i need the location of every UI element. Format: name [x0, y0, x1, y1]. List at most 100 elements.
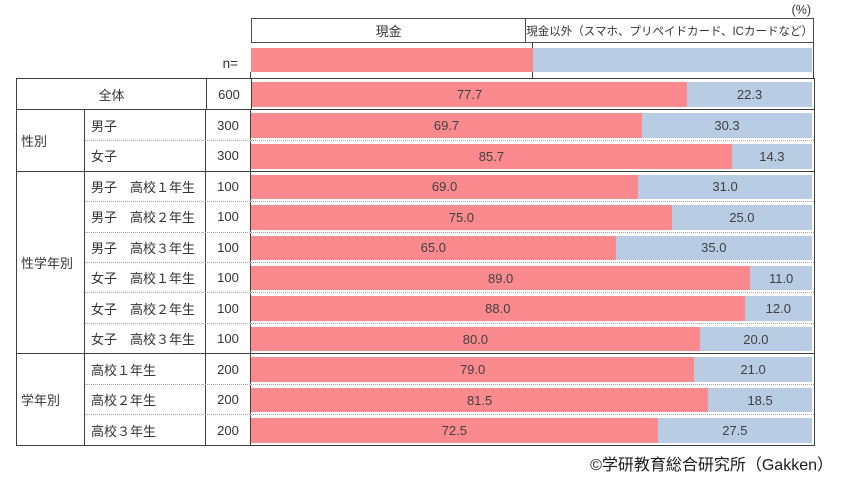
group-rows: 全体 600 77.7 22.3 [17, 79, 814, 110]
bar-segment-cash: 80.0 [251, 326, 700, 352]
row-bar-cell: 69.0 31.0 [251, 172, 814, 201]
row-group: 性学年別 男子 高校１年生 100 69.0 31.0 男子 高校２年生 100 75.0 25… [17, 171, 814, 355]
row-n-value: 600 [207, 79, 252, 110]
row-n-value: 100 [206, 202, 251, 232]
group-label: 性別 [17, 110, 85, 171]
table-row: 女子 高校１年生 100 89.0 11.0 [85, 262, 814, 293]
copyright-credit: ©学研教育総合研究所（Gakken） [590, 457, 833, 474]
bar-segment-cash: 88.0 [251, 296, 745, 321]
table-row: 高校１年生 200 79.0 21.0 [85, 354, 814, 384]
row-group: 全体 600 77.7 22.3 [17, 79, 814, 111]
row-bar-cell: 77.7 22.3 [252, 79, 814, 109]
bar-segment-noncash: 22.3 [687, 82, 812, 108]
bar-value-label: 35.0 [701, 240, 727, 256]
bar-segment-cash: 72.5 [251, 418, 658, 443]
row-bar-cell: 72.5 27.5 [251, 415, 814, 445]
n-column-header: n= [222, 56, 238, 71]
row-label: 女子 [85, 141, 206, 171]
bar-value-label: 85.7 [478, 148, 505, 164]
row-bar-track: 81.5 18.5 [251, 387, 812, 413]
row-bar-cell: 65.0 35.0 [251, 233, 814, 262]
row-bar-track: 72.5 27.5 [251, 418, 812, 443]
bar-value-label: 79.0 [459, 362, 486, 378]
row-label: 女子 高校２年生 [85, 293, 206, 323]
bar-segment-cash: 79.0 [251, 357, 695, 382]
bar-value-label: 69.7 [433, 118, 460, 134]
bar-segment-noncash: 35.0 [615, 235, 812, 261]
group-rows: 高校１年生 200 79.0 21.0 高校２年生 200 81.5 18.5 高校３年生 200… [85, 354, 814, 445]
legend-swatch-noncash [532, 48, 812, 72]
bar-segment-noncash: 20.0 [699, 326, 812, 352]
axis-tick-0 [250, 72, 251, 79]
row-bar-track: 65.0 35.0 [251, 235, 812, 261]
bar-value-label: 80.0 [462, 331, 489, 347]
row-bar-cell: 85.7 14.3 [251, 141, 814, 171]
row-bar-track: 85.7 14.3 [251, 144, 812, 169]
row-bar-cell: 79.0 21.0 [251, 354, 814, 384]
row-bar-track: 75.0 25.0 [251, 205, 812, 230]
row-label: 高校３年生 [85, 415, 206, 445]
bar-value-label: 27.5 [722, 423, 748, 439]
row-n-value: 100 [206, 263, 251, 293]
row-bar-cell: 69.7 30.3 [251, 110, 814, 140]
bar-value-label: 81.5 [466, 392, 493, 408]
row-bar-track: 79.0 21.0 [251, 357, 812, 382]
bar-segment-noncash: 18.5 [708, 387, 812, 413]
bar-value-label: 69.0 [431, 179, 458, 195]
bar-value-label: 20.0 [743, 331, 769, 347]
row-bar-cell: 81.5 18.5 [251, 385, 814, 415]
row-bar-cell: 80.0 20.0 [251, 324, 814, 353]
group-label: 学年別 [17, 354, 85, 445]
table-row: 高校２年生 200 81.5 18.5 [85, 383, 814, 415]
bar-value-label: 11.0 [768, 270, 794, 286]
legend-header: 現金 現金以外（スマホ、プリペイドカード、ICカードなど） [251, 18, 814, 43]
row-label: 高校１年生 [85, 354, 206, 384]
bar-value-label: 18.5 [747, 392, 773, 408]
row-n-value: 200 [206, 415, 251, 445]
legend-swatch-cash [251, 48, 533, 72]
table-row: 女子 高校３年生 100 80.0 20.0 [85, 322, 814, 354]
table-row: 女子 300 85.7 14.3 [85, 140, 814, 171]
row-group: 学年別 高校１年生 200 79.0 21.0 高校２年生 200 81.5 18.5 高校３年生… [17, 354, 814, 445]
row-bar-cell: 88.0 12.0 [251, 293, 814, 322]
row-n-value: 300 [206, 110, 251, 140]
row-label: 全体 [17, 79, 207, 110]
bar-segment-cash: 65.0 [251, 235, 616, 261]
bar-segment-cash: 85.7 [251, 144, 732, 169]
bar-segment-cash: 69.0 [251, 174, 639, 200]
row-bar-track: 80.0 20.0 [251, 326, 812, 352]
bar-value-label: 30.3 [714, 118, 740, 134]
row-n-value: 100 [206, 323, 251, 354]
bar-value-label: 21.0 [740, 362, 766, 378]
row-label: 男子 高校２年生 [85, 202, 206, 232]
row-bar-cell: 75.0 25.0 [251, 202, 814, 231]
row-n-value: 100 [206, 293, 251, 323]
bar-value-label: 65.0 [420, 240, 446, 256]
bar-value-label: 22.3 [736, 87, 763, 103]
bar-segment-noncash: 14.3 [731, 144, 812, 169]
row-label: 男子 高校１年生 [85, 171, 206, 202]
group-rows: 男子 高校１年生 100 69.0 31.0 男子 高校２年生 100 75.0 25.0 男子… [85, 171, 814, 354]
row-bar-track: 69.0 31.0 [251, 174, 812, 200]
axis-tick-100 [813, 43, 814, 78]
bar-value-label: 89.0 [487, 270, 514, 286]
bar-segment-noncash: 11.0 [750, 266, 812, 291]
bar-value-label: 75.0 [448, 209, 475, 225]
row-n-value: 100 [206, 232, 251, 263]
table-row: 男子 高校１年生 100 69.0 31.0 [85, 171, 814, 202]
row-label: 男子 [85, 110, 206, 140]
bar-value-label: 25.0 [729, 209, 755, 225]
bar-value-label: 14.3 [759, 148, 785, 164]
row-n-value: 200 [206, 354, 251, 384]
bar-segment-cash: 77.7 [252, 82, 688, 108]
row-bar-track: 69.7 30.3 [251, 113, 812, 138]
data-table: 全体 600 77.7 22.3 性別 男子 300 69.7 30.3 女子 300 85.7 14.… [16, 78, 815, 446]
bar-value-label: 31.0 [712, 179, 738, 195]
bar-segment-noncash: 12.0 [744, 296, 812, 321]
legend-color-bar [251, 48, 812, 72]
table-row: 男子 高校２年生 100 75.0 25.0 [85, 201, 814, 232]
row-bar-track: 77.7 22.3 [252, 82, 812, 108]
group-rows: 男子 300 69.7 30.3 女子 300 85.7 14.3 [85, 110, 814, 171]
bar-value-label: 77.7 [456, 87, 483, 103]
